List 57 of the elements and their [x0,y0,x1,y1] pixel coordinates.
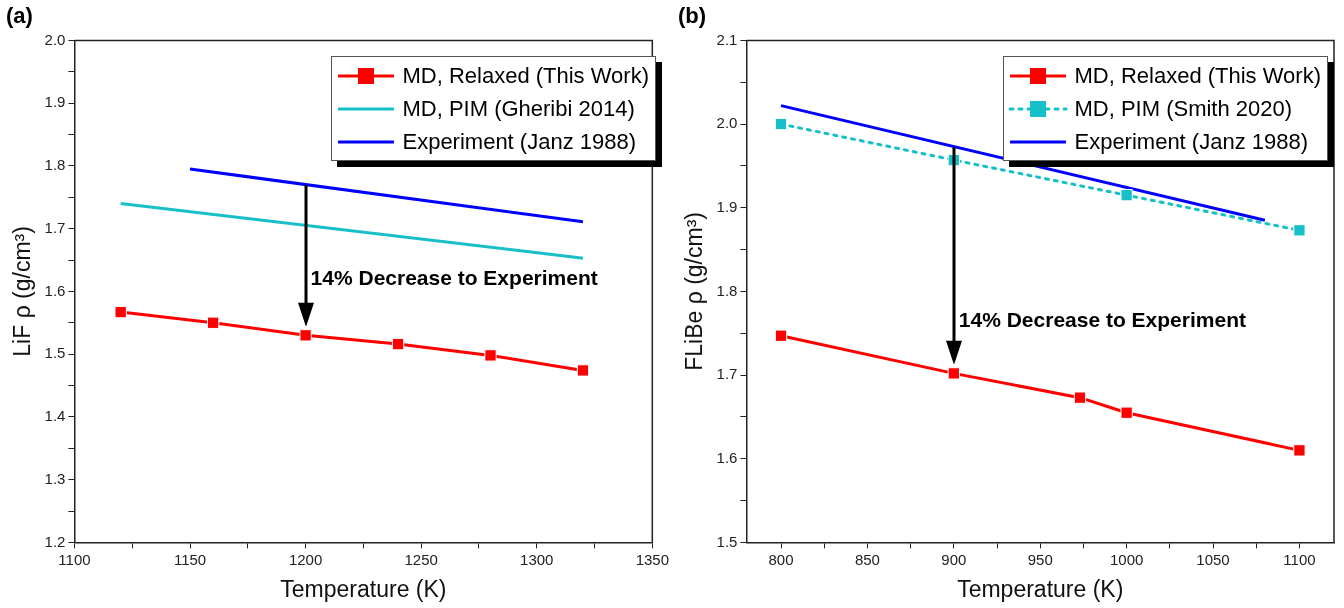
point [299,329,312,342]
x-tick-label: 1100 [58,550,91,568]
y-tick-label: 1.8 [44,156,66,174]
y-tick-label: 1.6 [716,448,738,466]
x-tick-label: 1150 [173,550,207,568]
x-axis-title: Temperature (K) [280,575,447,602]
legend-label: MD, PIM (Smith 2020) [1074,95,1293,123]
y-tick-label: 1.9 [716,197,738,215]
y-tick-label: 1.7 [716,365,738,383]
y-tick-label: 1.6 [44,281,66,299]
annotation: 14% Decrease to Experiment [958,308,1246,332]
point [114,305,127,319]
y-tick-label: 1.3 [44,469,66,487]
point [1120,189,1133,202]
legend-label: Experiment (Janz 1988) [402,128,637,156]
point [484,349,497,362]
legend-label: Experiment (Janz 1988) [1074,128,1309,156]
y-axis-title: FLiBe ρ (g/cm³) [681,212,708,371]
point [206,316,220,329]
point [1073,391,1087,404]
y-axis-title: LiF ρ (g/cm³) [9,226,36,357]
x-tick-label: 850 [854,550,880,568]
x-tick-label: 800 [768,550,794,568]
x-tick-label: 950 [1027,550,1053,568]
point [774,329,788,342]
legend-label: MD, Relaxed (This Work) [1074,62,1321,90]
chart-title: (a) [6,3,33,29]
y-tick-label: 1.7 [44,218,66,236]
x-tick-label: 1050 [1196,550,1230,568]
point [576,364,590,377]
y-tick-label: 1.2 [44,532,66,550]
y-tick-label: 1.9 [44,93,66,111]
x-axis-title: Temperature (K) [957,575,1124,602]
x-tick-label: 1200 [288,550,323,568]
x-tick-label: 1250 [404,550,438,568]
x-tick-label: 900 [941,550,967,568]
y-tick-label: 2.0 [44,30,66,48]
point [391,337,405,351]
point [1120,406,1133,419]
point [947,367,960,380]
annotation: 14% Decrease to Experiment [310,266,598,290]
point [774,117,788,131]
chart-title: (b) [678,3,707,29]
legend-label: MD, Relaxed (This Work) [402,62,649,90]
y-tick-label: 1.8 [716,281,738,299]
y-tick-label: 1.5 [44,344,66,362]
x-tick-label: 1100 [1283,550,1316,568]
x-tick-label: 1350 [635,550,669,568]
x-tick-label: 1300 [520,550,554,568]
point [1293,444,1306,457]
y-tick-label: 1.4 [44,407,66,425]
y-tick-label: 1.5 [716,532,738,550]
y-tick-label: 2.1 [716,30,738,48]
x-tick-label: 1000 [1109,550,1144,568]
y-tick-label: 2.0 [716,114,738,132]
point [1293,224,1306,237]
legend-label: MD, PIM (Gheribi 2014) [402,95,635,123]
